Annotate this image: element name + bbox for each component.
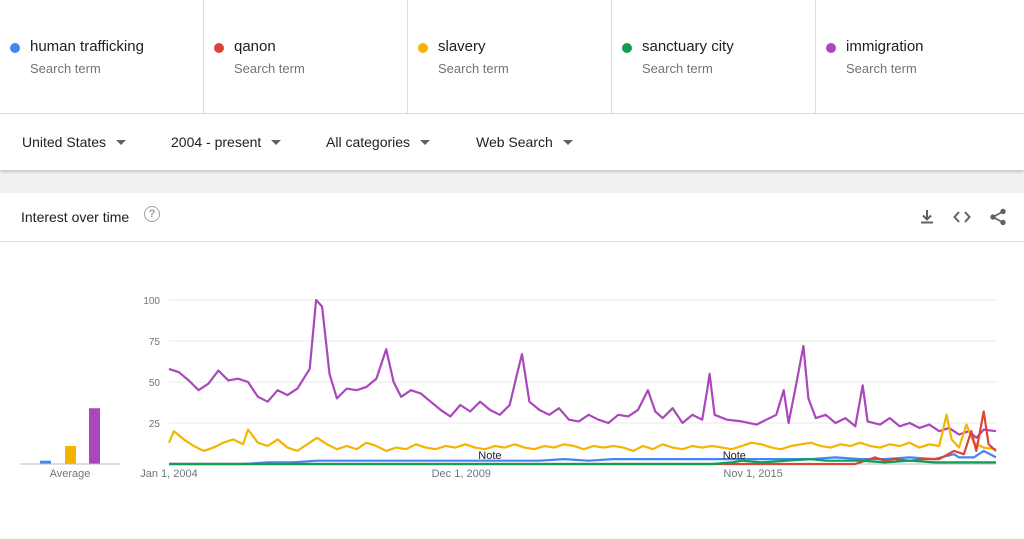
average-bar-immigration <box>89 408 100 464</box>
series-line-sanctuary-city <box>169 458 996 466</box>
y-tick-label: 50 <box>149 378 161 389</box>
download-icon[interactable] <box>917 207 937 227</box>
term-type: Search term <box>642 61 713 76</box>
series-line-immigration <box>168 298 997 439</box>
interest-over-time-card: Interest over time ? 25 50 75 100 Jan 1, 200… <box>0 193 1024 539</box>
average-label: Average <box>50 468 91 480</box>
region-dropdown[interactable]: United States <box>22 134 127 150</box>
term-type: Search term <box>438 61 509 76</box>
term-card-slavery[interactable]: slavery Search term <box>408 0 612 113</box>
chevron-down-icon <box>116 140 127 145</box>
term-card-immigration[interactable]: immigration Search term <box>816 0 1024 113</box>
search-terms-bar: human trafficking Search term qanon Sear… <box>0 0 1024 114</box>
term-name: human trafficking <box>30 38 144 55</box>
filter-bar: United States 2004 - present All categor… <box>0 114 1024 170</box>
term-name: slavery <box>438 38 486 55</box>
chevron-down-icon <box>271 140 282 145</box>
category-label: All categories <box>326 134 411 150</box>
y-tick-label: 25 <box>149 419 161 430</box>
term-card-human-trafficking[interactable]: human trafficking Search term <box>0 0 204 113</box>
embed-code-icon[interactable] <box>952 207 972 227</box>
category-dropdown[interactable]: All categories <box>326 134 431 150</box>
y-tick-label: 100 <box>143 296 160 307</box>
region-label: United States <box>22 134 107 150</box>
note-annotation: Note <box>478 450 501 462</box>
note-annotation: Note <box>723 450 746 462</box>
search-type-dropdown[interactable]: Web Search <box>476 134 573 150</box>
y-tick-label: 75 <box>149 337 161 348</box>
term-color-dot <box>418 43 428 53</box>
x-tick-label: Dec 1, 2009 <box>432 468 491 480</box>
term-color-dot <box>214 43 224 53</box>
term-type: Search term <box>234 61 305 76</box>
chevron-down-icon <box>420 140 431 145</box>
term-name: immigration <box>846 38 924 55</box>
term-color-dot <box>826 43 836 53</box>
chevron-down-icon <box>562 140 573 145</box>
card-header: Interest over time ? <box>0 193 1024 242</box>
term-card-sanctuary-city[interactable]: sanctuary city Search term <box>612 0 816 113</box>
average-bar-slavery <box>65 445 76 464</box>
time-range-label: 2004 - present <box>171 134 262 150</box>
series-line-human-trafficking <box>169 449 997 466</box>
x-tick-label: Nov 1, 2015 <box>723 468 782 480</box>
share-icon[interactable] <box>988 207 1008 227</box>
term-name: sanctuary city <box>642 38 734 55</box>
term-type: Search term <box>30 61 101 76</box>
term-type: Search term <box>846 61 917 76</box>
x-tick-label: Jan 1, 2004 <box>140 468 198 480</box>
search-type-label: Web Search <box>476 134 553 150</box>
interest-chart[interactable]: 25 50 75 100 Jan 1, 2004 Dec 1, 2009 Nov 1, 20… <box>0 193 1024 539</box>
term-color-dot <box>10 43 20 53</box>
series-line-qanon <box>169 410 997 466</box>
card-title: Interest over time <box>21 209 130 225</box>
term-color-dot <box>622 43 632 53</box>
help-icon[interactable]: ? <box>144 206 160 222</box>
average-bar-human-trafficking <box>40 460 51 464</box>
series-line-slavery <box>167 413 997 452</box>
term-name: qanon <box>234 38 276 55</box>
time-range-dropdown[interactable]: 2004 - present <box>171 134 282 150</box>
term-card-qanon[interactable]: qanon Search term <box>204 0 408 113</box>
